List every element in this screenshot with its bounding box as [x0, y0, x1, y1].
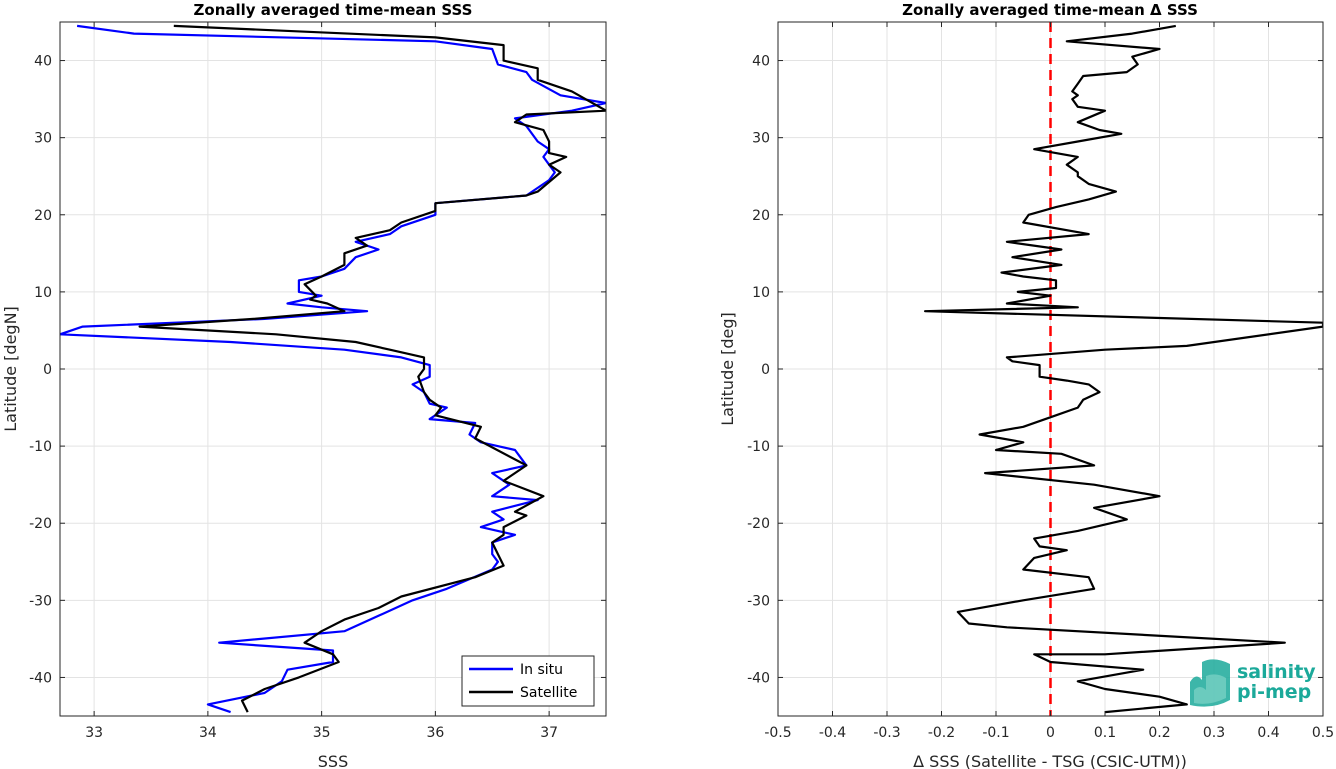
left-x-tick-label-4: 37 [540, 725, 558, 741]
right-y-tick-label-0: -40 [747, 670, 770, 686]
right-y-tick-label-7: 30 [752, 131, 770, 147]
right-x-tick-label-5: 0 [1046, 725, 1055, 741]
legend-box [461, 655, 595, 707]
right-x-tick-label-7: 0.2 [1148, 725, 1170, 741]
right-panel: -0.5 -0.4 -0.3 -0.2 -0.1 0 0.1 0.2 0.3 0.4 0.5 -40 -… [718, 1, 1334, 769]
left-x-tick-label-3: 36 [426, 725, 444, 741]
left-x-tick-label-1: 34 [199, 725, 217, 741]
legend-satellite-label: Satellite [520, 685, 577, 701]
left-panel: 33 34 35 36 37 -40 -30 -20 -10 0 10 20 30 40 Zonally … [1, 1, 607, 769]
right-y-tick-label-6: 20 [752, 208, 770, 224]
right-y-tick-label-1: -30 [747, 593, 770, 609]
right-y-tick-label-2: -20 [747, 516, 770, 532]
left-x-tick-label-2: 35 [313, 725, 331, 741]
right-chart-title: Zonally averaged time-mean Δ SSS [902, 1, 1198, 19]
right-x-tick-label-8: 0.3 [1203, 725, 1225, 741]
salinity-pi-mep-logo: salinity pi-mep [1190, 659, 1316, 707]
logo-wave-highlight-icon [1194, 674, 1226, 704]
right-y-tick-label-4: 0 [761, 362, 770, 378]
left-y-tick-label-5: 10 [34, 285, 52, 301]
right-y-tick-label-3: -10 [747, 439, 770, 455]
left-x-tick-label-0: 33 [85, 725, 103, 741]
left-y-tick-label-2: -20 [29, 516, 52, 532]
left-y-tick-label-0: -40 [29, 670, 52, 686]
left-series-line-0 [60, 24, 606, 714]
right-x-tick-label-4: -0.1 [982, 725, 1009, 741]
left-series-group [60, 24, 606, 714]
left-y-tick-label-3: -10 [29, 439, 52, 455]
left-chart-title: Zonally averaged time-mean SSS [194, 1, 473, 19]
right-x-tick-label-1: -0.4 [819, 725, 846, 741]
right-x-axis-label: Δ SSS (Satellite - TSG (CSIC-UTM)) [913, 752, 1187, 769]
right-y-axis-label: Latitude [deg] [718, 312, 737, 426]
right-series-group [923, 22, 1323, 716]
left-grid [60, 22, 606, 716]
logo-text-line2: pi-mep [1237, 681, 1311, 703]
right-x-tick-label-10: 0.5 [1312, 725, 1334, 741]
right-x-tick-label-2: -0.3 [873, 725, 900, 741]
left-series-line-1 [138, 24, 606, 713]
left-y-tick-label-4: 0 [43, 362, 52, 378]
left-y-tick-label-1: -30 [29, 593, 52, 609]
right-x-tick-label-9: 0.4 [1257, 725, 1279, 741]
left-y-axis-label: Latitude [degN] [1, 306, 20, 432]
legend-insitu-label: In situ [520, 662, 563, 678]
right-x-tick-label-0: -0.5 [764, 725, 791, 741]
right-y-tick-label-8: 40 [752, 54, 770, 70]
right-y-tick-label-5: 10 [752, 285, 770, 301]
logo-text-line1: salinity [1237, 661, 1316, 683]
right-x-tick-label-3: -0.2 [928, 725, 955, 741]
left-x-axis-label: SSS [318, 752, 348, 769]
left-y-tick-label-6: 20 [34, 208, 52, 224]
right-series-line-0 [923, 24, 1323, 714]
left-ticks: 33 34 35 36 37 -40 -30 -20 -10 0 10 20 30 40 [29, 22, 606, 741]
right-x-tick-label-6: 0.1 [1094, 725, 1116, 741]
right-ticks: -0.5 -0.4 -0.3 -0.2 -0.1 0 0.1 0.2 0.3 0.4 0.5 -40 -… [747, 22, 1334, 741]
left-y-tick-label-8: 40 [34, 54, 52, 70]
left-y-tick-label-7: 30 [34, 131, 52, 147]
legend: In situ Satellite [461, 655, 595, 707]
